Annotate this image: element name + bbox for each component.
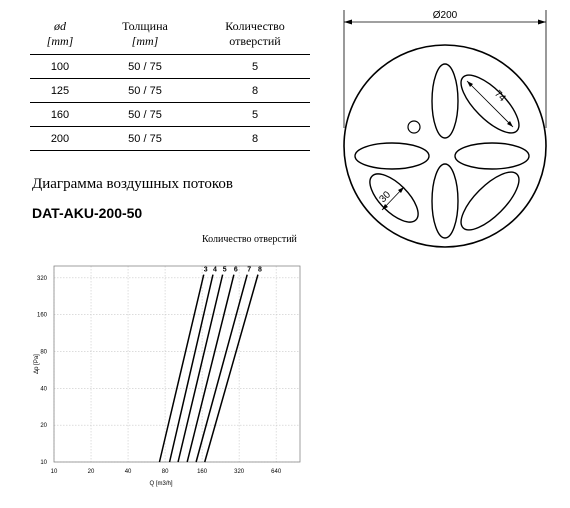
table-cell: 50 / 75 (90, 54, 200, 79)
table-row: 200 50 / 75 8 (30, 126, 310, 151)
x-tick-label: 20 (88, 469, 95, 475)
table-cell: 8 (200, 78, 310, 103)
y-tick-label: 160 (37, 313, 48, 319)
series-line-4 (168, 274, 214, 463)
x-axis: 10 20 40 80 160 320 640 (51, 469, 282, 475)
table-row: 160 50 / 75 5 (30, 102, 310, 127)
ellipse-length-dimension (466, 80, 514, 128)
header-thickness: Толщина [mm] (90, 14, 200, 55)
series-line-6 (186, 274, 235, 463)
table-cell: 50 / 75 (90, 102, 200, 127)
hole-count-label: Количество отверстий (202, 234, 297, 245)
header-diameter: ød [mm] (30, 14, 90, 55)
arrow-icon (467, 81, 473, 87)
x-tick-label: 80 (162, 469, 169, 475)
table-row: 125 50 / 75 8 (30, 78, 310, 103)
table-cell: 160 (30, 102, 90, 127)
hole-ellipse (460, 74, 520, 134)
table-cell: 50 / 75 (90, 126, 200, 151)
y-tick-label: 20 (40, 423, 47, 429)
y-axis-label: Δp [Pa] (34, 354, 40, 374)
series-line-8 (203, 274, 259, 463)
x-tick-label: 10 (51, 469, 58, 475)
arrow-icon (507, 121, 513, 127)
plot-frame (53, 265, 301, 463)
arrow-icon (398, 187, 404, 193)
hole-ellipse (431, 63, 459, 139)
x-axis-label: Q [m3/h] (149, 481, 172, 487)
series-line-7 (195, 274, 248, 463)
y-tick-label: 10 (40, 460, 47, 466)
table-cell: 100 (30, 54, 90, 79)
x-tick-label: 40 (125, 469, 132, 475)
y-axis: 10 20 40 80 160 320 (37, 276, 48, 466)
model-code: DAT-AKU-200-50 (32, 205, 143, 221)
table-cell: 125 (30, 78, 90, 103)
series-label-5: 5 (223, 267, 227, 274)
table-cell: 5 (200, 54, 310, 79)
table-cell: 50 / 75 (90, 78, 200, 103)
series-label-7: 7 (247, 267, 251, 274)
hole-ellipse (454, 142, 530, 170)
arrow-left-icon (344, 19, 352, 25)
y-tick-label: 40 (40, 386, 47, 392)
y-tick-label: 80 (40, 350, 47, 356)
header-hole-count: Количество отверстий (200, 14, 310, 55)
series-line-3 (158, 274, 205, 463)
table-header-row: ød [mm] Толщина [mm] Количество отверсти… (30, 14, 310, 55)
hole-ellipse (460, 171, 520, 231)
series-label-8: 8 (258, 267, 262, 274)
diameter-label: Ø200 (433, 10, 458, 21)
series-label-3: 3 (204, 267, 208, 274)
ellipse-length-label: 74 (492, 88, 508, 104)
disc-outline (343, 44, 547, 248)
hole-ellipse (431, 163, 459, 239)
spec-table: ød [mm] Толщина [mm] Количество отверсти… (30, 14, 310, 151)
diagram-heading: Диаграмма воздушных потоков (32, 176, 233, 192)
table-row: 100 50 / 75 5 (30, 54, 310, 79)
table-cell: 8 (200, 126, 310, 151)
series-label-4: 4 (213, 267, 217, 274)
x-tick-label: 320 (234, 469, 245, 475)
arrow-right-icon (538, 19, 546, 25)
x-tick-label: 160 (197, 469, 208, 475)
center-hole (407, 120, 421, 134)
arrow-icon (382, 204, 388, 210)
y-tick-label: 320 (37, 276, 48, 282)
x-tick-label: 640 (271, 469, 282, 475)
table-cell: 200 (30, 126, 90, 151)
table-cell: 5 (200, 102, 310, 127)
series-label-6: 6 (234, 267, 238, 274)
hole-ellipse (354, 142, 430, 170)
disc-drawing: Ø200 74 30 (343, 10, 547, 248)
series-line-5 (177, 274, 224, 463)
